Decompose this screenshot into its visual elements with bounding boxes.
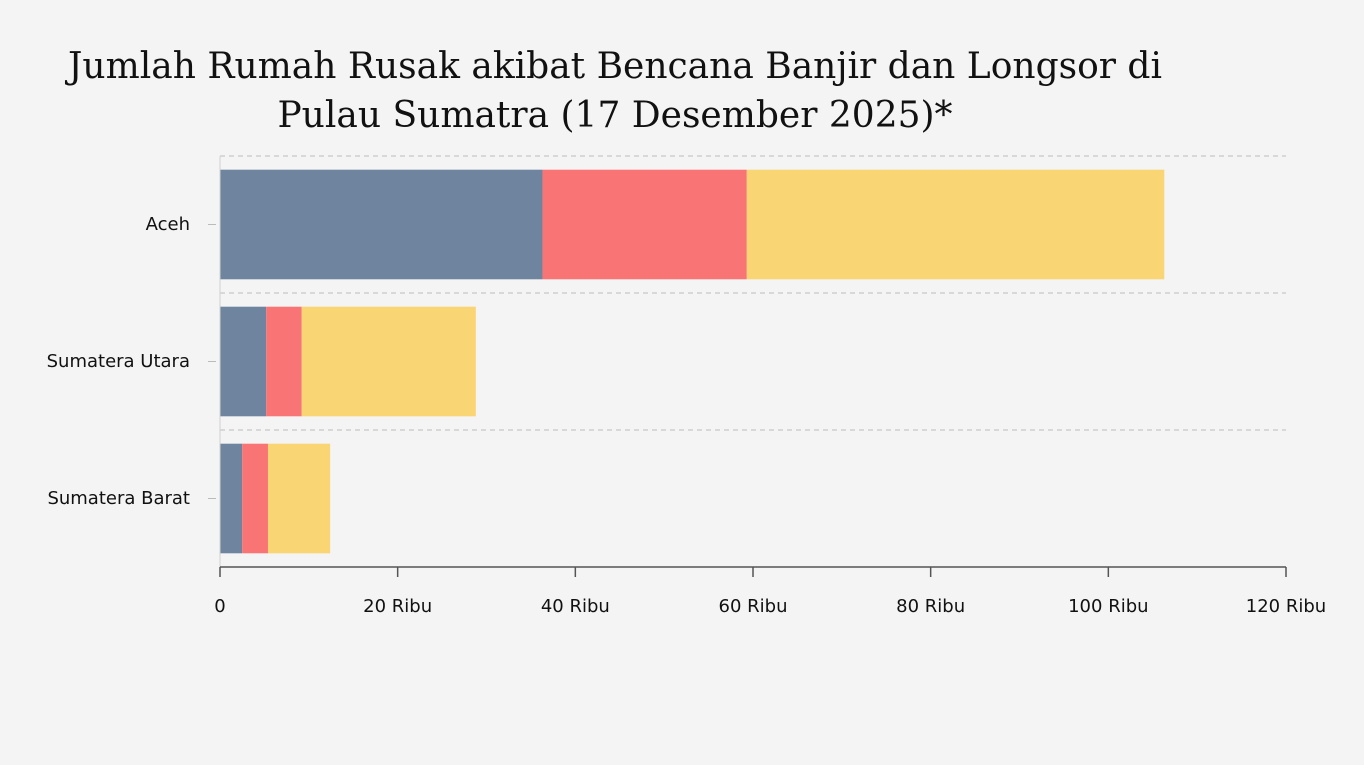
bars xyxy=(220,169,1165,554)
x-tick-label: 100 Ribu xyxy=(1068,596,1148,617)
grid-lines xyxy=(220,155,1286,431)
y-tick-label: Sumatera Utara xyxy=(47,351,190,372)
axes: Aceh Sumatera Utara Sumatera Barat 0 20 Ribu… xyxy=(47,156,1326,617)
x-tick-label: 20 Ribu xyxy=(363,596,432,617)
bar-segment xyxy=(542,169,747,280)
x-tick-label: 80 Ribu xyxy=(896,596,965,617)
y-tick-label: Aceh xyxy=(146,214,190,235)
bar-segment xyxy=(301,306,476,417)
chart-title: Jumlah Rumah Rusak akibat Bencana Banjir… xyxy=(40,42,1190,140)
bar-segment xyxy=(220,443,243,554)
bar-segment xyxy=(220,169,543,280)
chart-title-line-1: Jumlah Rumah Rusak akibat Bencana Banjir… xyxy=(68,46,1162,87)
x-tick-label: 40 Ribu xyxy=(541,596,610,617)
bar-segment xyxy=(220,306,267,417)
chart-title-line-2: Pulau Sumatra (17 Desember 2025)* xyxy=(277,95,953,136)
bar-segment xyxy=(242,443,268,554)
bar-segment xyxy=(267,443,331,554)
x-tick-label: 120 Ribu xyxy=(1246,596,1326,617)
y-tick-label: Sumatera Barat xyxy=(47,488,190,509)
bar-segment xyxy=(266,306,302,417)
x-tick-label: 60 Ribu xyxy=(719,596,788,617)
bar-segment xyxy=(746,169,1165,280)
x-tick-label: 0 xyxy=(214,596,225,617)
